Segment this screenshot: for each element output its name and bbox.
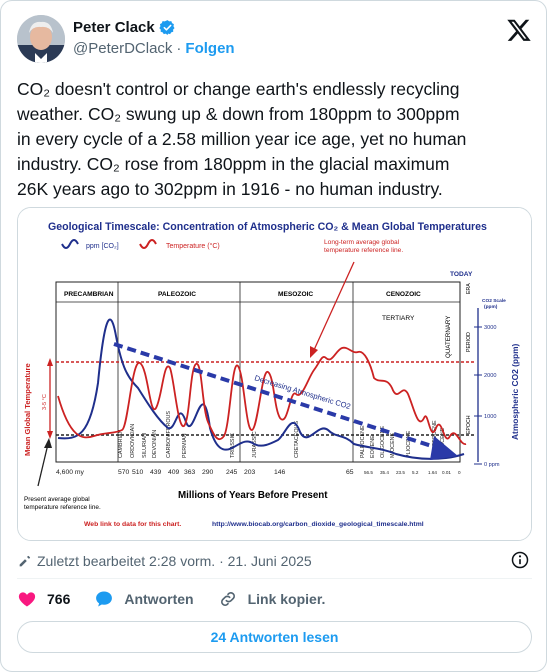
- x-tick-label-small: 0.01: [442, 470, 451, 475]
- co2-tick-label: 1000: [484, 414, 496, 420]
- y-axis-label-left: Mean Global Temperature: [23, 363, 32, 456]
- copy-link-label: Link kopier.: [247, 591, 326, 607]
- verified-badge-icon: [159, 20, 175, 35]
- period-label: CARBONIFEROUS: [166, 411, 172, 458]
- legend-co2-label: ppm [CO₂]: [86, 243, 119, 250]
- action-bar: 766 Antworten Link kopier.: [17, 589, 349, 609]
- period-label: ORDOVICIAN: [130, 424, 136, 458]
- like-button[interactable]: 766: [17, 589, 70, 609]
- period-label: CRETACEOUS: [294, 421, 300, 458]
- co2-scale-label: CO2 Scale (ppm): [482, 298, 506, 310]
- era-label: MESOZOIC: [278, 291, 313, 298]
- today-label: TODAY: [450, 271, 473, 278]
- edited-text: Zuletzt bearbeitet 2:28 vorm. · 21. Juni…: [37, 553, 312, 569]
- side-label-era: ERA: [466, 283, 472, 294]
- annotation-longterm: Long-term average global temperature refe…: [324, 239, 403, 254]
- annotation-present: Present average global temperature refere…: [24, 496, 101, 511]
- x-tick-label: 409: [168, 469, 180, 476]
- era-label: PALEOZOIC: [158, 291, 196, 298]
- chart-background: [18, 208, 531, 540]
- x-tick-label-small: 1.64: [428, 470, 437, 475]
- temp-range-label: 3-5 °C: [42, 394, 48, 410]
- follow-button[interactable]: Folgen: [185, 40, 235, 57]
- period-label: TRIASSIC: [230, 433, 236, 458]
- chart-title: Geological Timescale: Concentration of A…: [48, 221, 487, 233]
- period-label: PALEOCENE: [360, 425, 366, 458]
- period-label: PLIOCENE: [406, 430, 412, 458]
- footer-link-url: http://www.biocab.org/carbon_dioxide_geo…: [212, 521, 424, 528]
- annotation-arrow-top: [313, 261, 355, 351]
- x-tick-label: 146: [274, 469, 286, 476]
- era-label: PRECAMBRIAN: [64, 291, 114, 298]
- x-tick-label: 4,600 my: [56, 469, 85, 476]
- x-tick-label-small: 56.5: [364, 470, 373, 475]
- heart-icon: [18, 592, 36, 607]
- period-label: OLIGOCENE: [380, 426, 386, 458]
- like-count: 766: [47, 591, 71, 607]
- handle-row: @PeterDClack · Folgen: [73, 40, 235, 57]
- temperature-curve: [57, 346, 467, 445]
- period-label: CAMBRIAN: [118, 429, 124, 458]
- separator-dot: ·: [176, 40, 182, 57]
- period-label: SILURIAN: [142, 433, 148, 458]
- avatar-image: [17, 15, 65, 63]
- reply-bubble-icon: [96, 591, 113, 607]
- tertiary-label: TERTIARY: [382, 315, 415, 322]
- side-label-epoch: EPOCH: [466, 415, 472, 434]
- x-axis-label: Millions of Years Before Present: [178, 490, 328, 501]
- x-tick-label: 363: [184, 469, 196, 476]
- trend-arrowhead: [430, 436, 458, 460]
- avatar[interactable]: [17, 15, 65, 63]
- legend-temp-label: Temperature (°C): [166, 242, 220, 250]
- author-name[interactable]: Peter Clack: [73, 19, 155, 36]
- footer-link-label: Web link to data for this chart.: [84, 521, 181, 528]
- legend-temp-swatch: [139, 239, 157, 249]
- reply-label: Antworten: [124, 591, 194, 607]
- author-handle[interactable]: @PeterDClack: [73, 40, 173, 57]
- x-tick-label: 203: [244, 469, 256, 476]
- era-label: CENOZOIC: [386, 291, 421, 298]
- geology-chart: Geological Timescale: Concentration of A…: [18, 208, 531, 540]
- quaternary-label: QUATERNARY: [445, 316, 452, 358]
- x-tick-label: 439: [150, 469, 162, 476]
- co2-tick-label: 0 ppm: [484, 462, 500, 468]
- x-tick-label: 245: [226, 469, 238, 476]
- x-tick-label: 290: [202, 469, 214, 476]
- link-icon: [220, 592, 235, 606]
- edited-info[interactable]: Zuletzt bearbeitet 2:28 vorm. · 21. Juni…: [17, 553, 312, 569]
- decreasing-co2-trend-line: [113, 342, 439, 450]
- tweet-image[interactable]: Geological Timescale: Concentration of A…: [17, 207, 532, 541]
- info-icon[interactable]: [510, 550, 530, 570]
- co2-ticks: 3000 2000 1000 0 ppm: [474, 325, 500, 468]
- divider: [17, 578, 532, 579]
- author-name-row: Peter Clack: [73, 19, 235, 36]
- x-tick-label: 510: [132, 469, 144, 476]
- period-label: EOCENE: [370, 435, 376, 458]
- x-tick-label: 570: [118, 469, 130, 476]
- x-ticks: 4,600 my 570 510 439 409 363 290 245 203 146 65 56.…: [56, 469, 461, 476]
- legend-co2-swatch: [61, 239, 79, 249]
- co2-tick-label: 2000: [484, 373, 496, 379]
- x-tick-label-small: 5.2: [412, 470, 419, 475]
- y-axis-label-right: Atmospheric CO2 (ppm): [510, 343, 520, 440]
- period-label: MIOCENE: [390, 432, 396, 458]
- x-tick-label: 65: [346, 469, 354, 476]
- copy-link-button[interactable]: Link kopier.: [218, 589, 326, 609]
- reply-button[interactable]: Antworten: [94, 589, 194, 609]
- co2-tick-label: 3000: [484, 325, 496, 331]
- period-label: PERMIAN: [182, 433, 188, 458]
- author-block: Peter Clack @PeterDClack · Folgen: [73, 19, 235, 57]
- x-tick-label-small: 35.4: [380, 470, 389, 475]
- side-label-period: PERIOD: [466, 332, 472, 352]
- x-logo-icon[interactable]: [506, 17, 532, 43]
- x-tick-label-small: 0: [458, 470, 461, 475]
- period-label: DEVONIAN: [152, 430, 158, 458]
- period-label: HOLOCENE: [440, 427, 446, 458]
- tweet-text: CO₂ doesn't control or change earth's en…: [17, 79, 467, 199]
- annotation-arrow-bottom: [37, 443, 49, 487]
- x-tick-label-small: 23.5: [396, 470, 405, 475]
- read-replies-button[interactable]: 24 Antworten lesen: [17, 621, 532, 653]
- edit-pencil-icon: [19, 555, 31, 567]
